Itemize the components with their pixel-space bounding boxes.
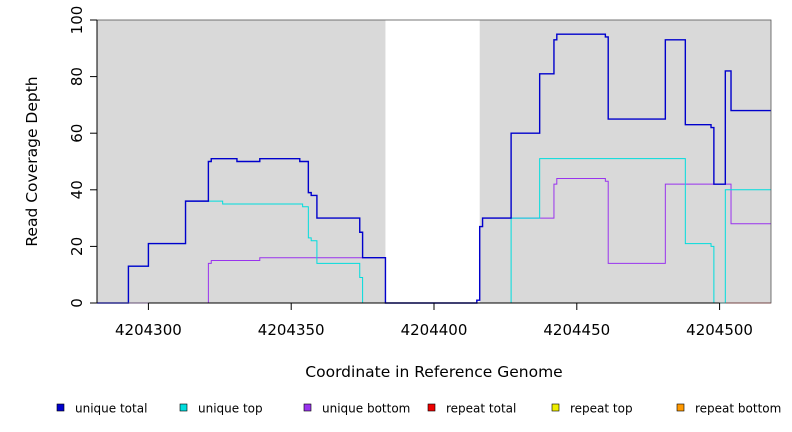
legend-label-unique-total: unique total bbox=[75, 402, 147, 416]
legend-label-repeat-top: repeat top bbox=[570, 402, 633, 416]
y-tick-label: 40 bbox=[68, 180, 86, 199]
legend-swatch-unique-bottom bbox=[303, 403, 312, 412]
legend-label-repeat-total: repeat total bbox=[446, 402, 516, 416]
x-tick-label: 4204400 bbox=[401, 321, 468, 339]
series-line-unique-total bbox=[97, 33, 771, 304]
x-tick-label: 4204500 bbox=[686, 321, 753, 339]
gap-region bbox=[385, 20, 480, 303]
x-tick-label: 4204300 bbox=[115, 321, 182, 339]
x-tick-label: 4204350 bbox=[258, 321, 325, 339]
legend-swatch-unique-total bbox=[56, 403, 65, 412]
legend-swatch-repeat-bottom bbox=[676, 403, 685, 412]
y-tick-label: 100 bbox=[68, 6, 86, 35]
x-tick-label: 4204450 bbox=[543, 321, 610, 339]
y-tick-label: 80 bbox=[68, 67, 86, 86]
x-axis-title: Coordinate in Reference Genome bbox=[305, 363, 562, 381]
y-axis-title: Read Coverage Depth bbox=[23, 76, 41, 246]
y-tick-label: 60 bbox=[68, 124, 86, 143]
legend-swatch-repeat-total bbox=[427, 403, 436, 412]
legend-label-unique-bottom: unique bottom bbox=[322, 402, 410, 416]
y-axis: 0 20 40 60 80 100 bbox=[68, 6, 98, 308]
y-tick-label: 20 bbox=[68, 237, 86, 256]
y-tick-label: 0 bbox=[68, 298, 86, 308]
legend-swatch-unique-top bbox=[179, 403, 188, 412]
x-axis: 4204300 4204350 4204400 4204450 4204500 bbox=[115, 302, 753, 339]
legend-label-repeat-bottom: repeat bottom bbox=[695, 402, 781, 416]
legend: unique total unique top unique bottom repea… bbox=[56, 402, 781, 416]
legend-swatch-repeat-top bbox=[551, 403, 560, 412]
legend-label-unique-top: unique top bbox=[198, 402, 263, 416]
